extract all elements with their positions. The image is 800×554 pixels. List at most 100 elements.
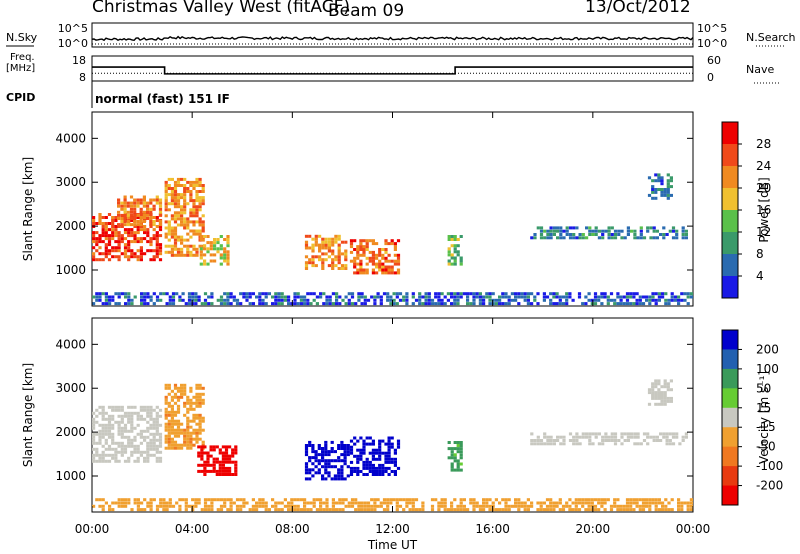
velocity-cell [340,468,344,472]
velocity-cell [324,453,328,457]
power-cell [283,295,287,299]
power-cell [170,229,174,233]
power-cell [321,240,325,244]
velocity-cell [130,508,134,512]
velocity-cell [92,438,96,442]
power-cell [136,255,140,259]
velocity-cell [186,422,190,426]
velocity-cell [104,441,108,445]
power-cell [434,292,438,296]
power-cell [371,268,375,272]
power-cell [571,298,575,302]
velocity-cell [221,473,225,476]
power-cell [258,295,262,299]
velocity-cell [609,504,614,508]
power-cell [581,233,585,236]
power-cell [594,233,598,236]
power-cell [645,298,649,302]
velocity-cell [396,466,401,470]
velocity-cell [393,463,397,467]
velocity-cell [349,448,354,452]
velocity-cell [175,501,179,505]
velocity-cell [198,428,202,432]
velocity-cell [625,501,630,505]
power-cell [104,298,108,302]
power-cell [189,208,193,212]
velocity-cell [572,435,576,439]
velocity-cell [530,432,534,436]
power-cell [173,235,178,239]
power-cell [155,249,159,253]
velocity-cell [176,419,181,423]
power-cell [381,265,385,269]
velocity-cell [387,457,391,461]
velocity-cell [556,435,560,439]
velocity-cell [418,508,422,512]
power-cell [398,298,403,302]
power-cell [453,259,457,263]
velocity-cell [333,459,337,463]
power-cell [192,187,196,190]
velocity-cell [170,440,174,444]
velocity-cell [303,508,307,512]
velocity-cell [201,419,205,423]
power-cell [565,298,569,302]
power-cell [622,295,626,299]
velocity-cell [228,454,232,458]
power-cell [517,295,521,299]
power-cell [387,271,391,275]
power-cell [176,235,181,239]
velocity-cell [453,447,457,451]
power-cell [619,302,623,306]
noise-tick-left-bottom: 10^0 [58,37,88,50]
velocity-cell [613,432,618,436]
velocity-cell [274,508,278,512]
velocity-cell [309,508,313,512]
power-cell [203,244,207,248]
power-cell [201,220,205,224]
velocity-cell [189,446,193,450]
velocity-cell [340,459,344,463]
velocity-cell [92,432,96,436]
power-cell [219,298,224,302]
power-cell [114,219,118,222]
power-cell [626,229,630,233]
power-cell [657,292,661,296]
velocity-cell [395,504,399,508]
velocity-cell [591,442,595,446]
power-cell [189,250,193,254]
velocity-cell [127,501,131,505]
power-cell [183,244,187,248]
nsky-line [91,35,694,42]
velocity-cell [95,420,99,424]
velocity-cell [101,450,105,454]
velocity-cell [181,498,185,502]
power-cell [536,226,540,230]
velocity-cell [660,394,664,397]
velocity-cell [552,508,556,512]
power-cell [95,240,99,244]
power-cell [542,295,546,299]
power-cell [95,249,99,253]
power-cell [104,252,108,256]
power-cell [321,237,325,241]
velocity-cell [296,504,300,508]
power-cell [657,295,661,299]
power-cell [331,302,335,306]
velocity-cell [578,435,582,439]
power-cell [194,295,198,299]
power-cell [92,240,96,244]
power-cell [180,241,184,245]
power-cell [669,185,673,189]
velocity-cell [123,435,128,439]
power-cell [296,295,300,299]
power-cell [379,298,383,302]
power-cell [606,298,610,302]
velocity-cbtick-label-0: 200 [756,342,779,356]
power-cell [201,196,205,200]
velocity-cell [660,396,664,400]
power-cell [462,292,466,296]
velocity-cell [396,442,401,446]
power-cell [176,196,181,200]
power-cell [210,292,214,296]
